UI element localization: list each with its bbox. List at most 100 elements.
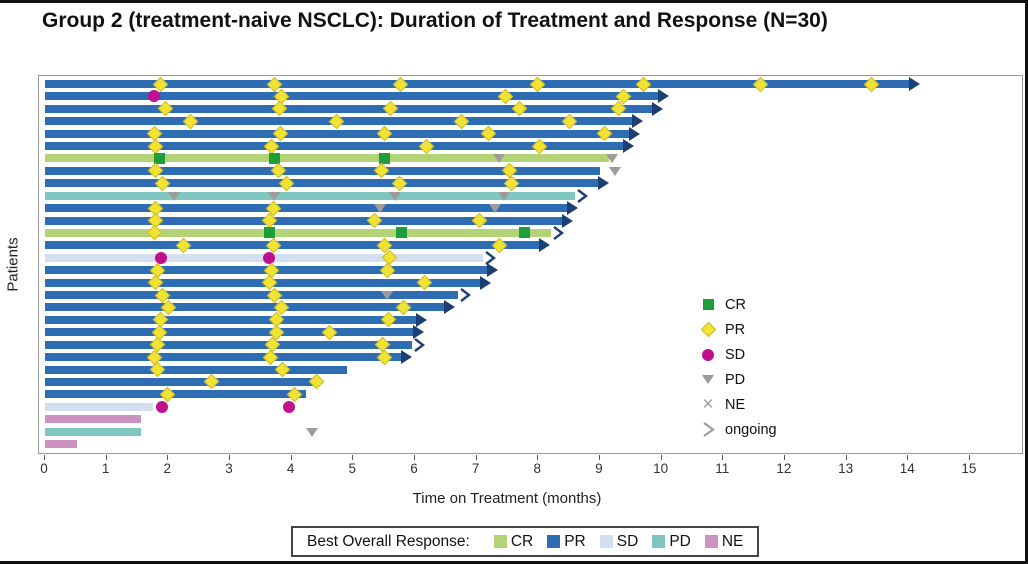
response-marker-legend: CR PR SD PD × NE ongoing [698,292,777,442]
response-marker-pr [175,237,191,254]
response-marker-pr [264,336,281,353]
ongoing-arrow-icon [576,188,589,209]
patient-bar [45,291,459,300]
x-tick [722,455,724,460]
bor-legend-item-pd: PD [652,533,691,551]
ongoing-arrow-icon [459,287,472,308]
response-marker-pr [752,76,769,92]
ongoing-arrow-icon [657,89,669,104]
x-tick [167,455,169,460]
response-marker-pr [286,386,302,403]
ongoing-arrow-icon [552,225,564,246]
sd-swatch-icon [599,535,613,548]
x-tick-label: 4 [286,461,295,476]
legend-label: NE [725,396,746,413]
response-marker-pr [328,113,344,130]
legend-item-ne: × NE [698,392,777,417]
response-marker-pr [146,225,162,241]
chart-title: Group 2 (treatment-naive NSCLC): Duratio… [42,9,828,32]
patient-bar [45,80,912,88]
legend-label: ongoing [725,421,777,438]
response-marker-pr [262,349,279,365]
ongoing-arrow-icon [698,421,718,438]
patient-bar [45,228,551,237]
response-marker-pr [148,138,164,154]
x-tick-label: 5 [348,461,357,476]
legend-label: PD [725,371,746,388]
x-tick-label: 12 [776,461,792,476]
legend-item-pr: PR [698,317,777,342]
x-tick-label: 9 [595,461,603,476]
bor-legend-title: Best Overall Response: [307,532,470,550]
response-marker-pd [168,191,181,201]
response-marker-cr [395,227,407,239]
x-tick [228,455,230,460]
bor-legend-item-pr: PR [547,533,586,551]
response-marker-pr [376,349,392,365]
response-marker-pr [396,299,412,316]
response-marker-pr [471,212,488,229]
response-marker-sd [156,400,169,413]
response-marker-pr [391,175,408,192]
response-marker-pd [609,166,622,176]
response-marker-pr [416,274,432,291]
response-marker-pr [380,262,396,278]
response-marker-pd [606,154,619,164]
ongoing-arrow-icon [416,312,428,327]
response-marker-pd [489,204,502,214]
ongoing-arrow-icon [413,337,425,358]
response-marker-pr [263,138,280,154]
response-marker-pr [261,212,278,229]
x-tick [413,455,415,460]
response-marker-pr [272,125,289,142]
patient-bar [45,154,610,163]
ongoing-arrow-icon [652,101,664,116]
response-marker-pr [376,125,392,142]
response-marker-pr [149,361,165,378]
sd-circle-icon [698,348,718,361]
response-marker-cr [268,152,280,164]
response-marker-sd [282,400,295,413]
response-marker-pr [270,163,286,179]
response-marker-pd [381,291,394,301]
response-marker-pd [493,154,506,164]
x-tick-label: 0 [40,461,48,476]
x-tick-label: 1 [101,461,110,476]
response-marker-pr [274,361,291,378]
pd-triangle-icon [698,375,718,384]
response-marker-pr [373,163,389,179]
x-tick [598,455,600,460]
ongoing-arrow-icon [479,275,491,290]
response-marker-pr [512,101,528,117]
patient-bar [45,303,446,312]
x-tick-label: 3 [225,461,233,476]
patient-bar [45,440,78,448]
legend-item-ongoing: ongoing [698,417,777,442]
response-marker-cr [263,227,275,239]
ongoing-arrow-icon [400,350,412,365]
x-tick [968,455,970,460]
x-tick [475,455,477,460]
response-marker-cr [378,152,390,164]
bor-legend-item-sd: SD [599,533,638,551]
response-marker-cr [519,227,531,239]
response-marker-pr [146,349,162,365]
pr-swatch-icon [547,535,561,548]
legend-label: CR [725,296,746,313]
response-marker-pr [321,324,338,341]
patient-bar [45,340,412,349]
patient-bar [45,92,660,101]
x-tick-label: 2 [163,461,172,476]
response-marker-pr [271,101,288,117]
response-marker-pr [418,138,434,154]
patient-bar [45,241,542,250]
best-overall-response-legend: Best Overall Response: CR PR SD PD NE [291,526,760,557]
x-tick-label: 7 [471,461,480,476]
pr-diamond-icon [698,321,718,338]
patient-bar [45,166,600,175]
response-marker-pd [498,191,511,201]
patient-bar [45,402,153,411]
response-marker-pr [497,88,514,105]
patient-bar [45,179,600,188]
